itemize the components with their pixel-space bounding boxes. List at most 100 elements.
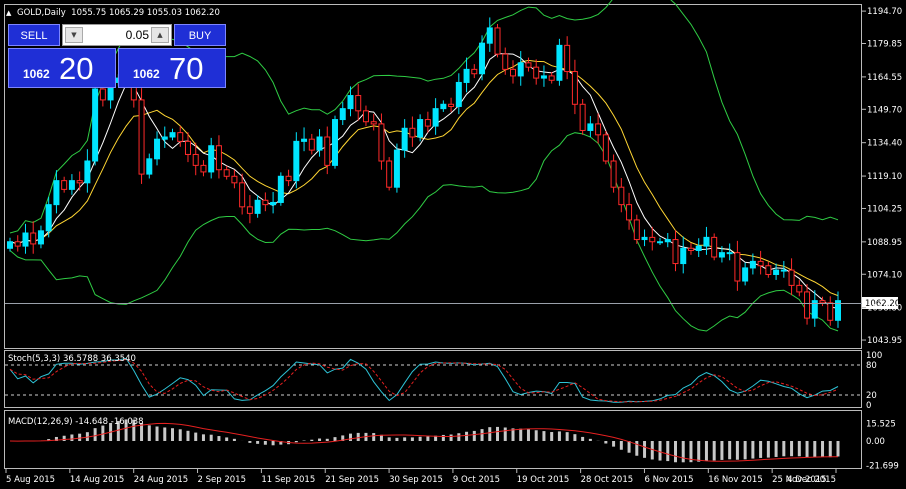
candle-body [804,291,811,319]
candle-body [45,204,52,232]
candle-body [223,169,230,177]
candle-body [308,138,315,151]
time-tick-label: 16 Nov 2015 [708,475,762,485]
candle-body [347,95,354,110]
candle-body [788,269,795,286]
candle-body [556,44,563,81]
candle-body [811,300,818,319]
candle-body [571,71,578,105]
candle-body [540,75,547,79]
candle-body [370,121,377,125]
stoch-tick-label: 100 [866,351,882,361]
candle-body [355,95,362,112]
candle-body [270,201,277,206]
candle-body [277,175,284,203]
stoch-tick-label: 20 [866,391,877,401]
candle-body [595,123,602,136]
candlesticks [7,17,841,328]
candle-body [780,269,787,272]
candle-body [84,160,91,184]
price-tick-label: 1134.40 [867,139,902,149]
candle-body [417,119,424,138]
macd-signal-line [9,422,839,462]
candle-body [14,241,21,247]
time-tick-label: 11 Sep 2015 [261,475,315,485]
candle-body [30,232,37,245]
candle-body [254,199,261,214]
lot-increase-icon[interactable]: ▲ [151,27,169,43]
symbol-info: GOLD,Daily 1055.75 1065.29 1055.03 1062.… [17,8,220,18]
candle-body [718,252,725,258]
current-price-value: 1062.20 [865,299,900,309]
price-tick-label: 1088.95 [867,238,902,248]
candle-body [184,140,191,155]
candle-body [610,160,617,188]
time-tick-label: 28 Oct 2015 [581,475,634,485]
candle-body [362,110,369,123]
candle-body [393,149,400,188]
price-tick-label: 1164.55 [867,73,902,83]
macd-indicator: 15.525 0.00 -21.699 [9,419,899,472]
candle-body [502,53,509,70]
time-tick-label: 6 Nov 2015 [644,475,693,485]
candle-body [138,99,145,175]
candle-body [564,44,571,73]
candle-body [626,204,633,221]
expand-arrow-icon[interactable]: ▲ [6,9,12,17]
candle-body [432,108,439,127]
macd-frame [4,410,862,469]
price-tick-label: 1074.10 [867,270,902,280]
candle-body [657,241,664,244]
candle-body [587,123,594,131]
stoch-signal-line [9,358,839,403]
candle-body [246,206,253,214]
lot-decrease-icon[interactable]: ▼ [65,27,83,43]
price-tick-label: 1194.70 [867,7,902,17]
candle-body [695,245,702,251]
candle-body [61,180,68,190]
candle-body [749,260,756,269]
candle-body [401,127,408,151]
sell-button[interactable]: SELL [8,24,60,46]
lot-size-input[interactable] [85,25,149,45]
candle-body [641,236,648,241]
ask-price-pips: 70 [169,51,204,86]
candle-body [169,132,176,138]
candle-body [602,134,609,162]
time-tick-label: 9 Oct 2015 [453,475,500,485]
candle-body [579,103,586,131]
candle-body [22,232,29,247]
candle-body [301,138,308,142]
time-tick-label: 30 Sep 2015 [389,475,443,485]
candle-body [386,160,393,188]
time-tick-label: 5 Aug 2015 [6,475,55,485]
candle-body [455,81,462,107]
buy-button[interactable]: BUY [174,24,226,46]
ask-price-big-figure: 1062 [133,67,160,81]
candle-body [231,175,238,184]
candle-body [239,182,246,208]
stoch-label: Stoch(5,3,3) 36.5788 36.3540 [8,354,136,364]
candle-body [773,269,780,275]
lot-size-control: ▼ ▲ [62,24,172,46]
candle-body [285,175,292,182]
candle-body [154,138,161,160]
candle-body [509,68,516,77]
bid-price-big-figure: 1062 [23,67,50,81]
current-price-tag [862,297,898,309]
candle-body [53,180,60,206]
candle-body [215,145,222,171]
candle-body [7,241,13,249]
candle-body [262,199,269,206]
price-tick-label: 1043.95 [867,336,902,346]
candle-body [687,247,694,251]
candle-body [734,252,741,282]
candle-body [448,103,455,107]
ask-price-box[interactable]: 1062 70 [118,48,226,88]
price-tick-label: 1179.85 [867,40,902,50]
candle-body [664,239,671,243]
candle-body [324,136,331,166]
bid-price-box[interactable]: 1062 20 [8,48,116,88]
candle-body [533,66,540,79]
